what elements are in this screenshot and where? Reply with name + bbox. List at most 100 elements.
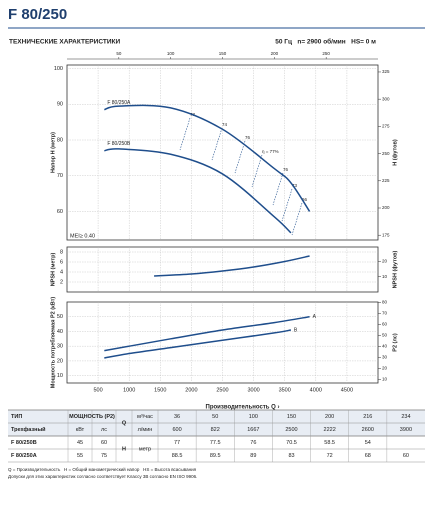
table-cell: 2500 — [285, 427, 297, 433]
y-tick-label: 8 — [60, 249, 63, 255]
table-cell: 2222 — [324, 427, 336, 433]
y-axis-label: Мощность потребляемая P2 (кВт) — [49, 297, 56, 389]
table-cell: F 80/250B — [11, 440, 37, 446]
curve — [104, 104, 311, 212]
efficiency-label: η = 77% — [262, 149, 279, 154]
y-tick-label: 40 — [57, 329, 63, 335]
table-cell: 77.5 — [210, 440, 221, 446]
y2-axis-label: NPSH (футов) — [391, 250, 398, 288]
y-tick-label: 50 — [57, 314, 63, 320]
y2-tick-label: 10 — [382, 377, 388, 382]
table-cell: 54 — [365, 440, 371, 446]
iso-efficiency — [281, 188, 293, 222]
y-axis-label: Напор H (метр) — [50, 132, 56, 173]
x-tick-label: 3000 — [247, 387, 259, 393]
y2-tick-label: 275 — [382, 124, 390, 129]
y2-tick-label: 175 — [382, 232, 390, 237]
x2-tick-label: 100 — [167, 51, 175, 56]
table-cell: 83 — [288, 453, 294, 459]
subtitle: ТЕХНИЧЕСКИЕ ХАРАКТЕРИСТИКИ — [9, 39, 120, 46]
efficiency-label: 76 — [245, 135, 251, 140]
y2-tick-label: 40 — [382, 344, 388, 349]
curve — [104, 329, 292, 359]
note: Допуски для этих характеристик согласно … — [8, 474, 197, 479]
x-tick-label: 4000 — [310, 387, 322, 393]
table-cell: 45 — [77, 440, 83, 446]
y2-tick-label: 325 — [382, 69, 390, 74]
annotation: MEI≥ 0.40 — [70, 233, 95, 239]
x2-tick-label: 50 — [116, 51, 122, 56]
table-header: H — [122, 446, 126, 452]
curve — [104, 148, 292, 234]
table-cell: 70.5 — [286, 440, 297, 446]
x2-tick-label: 250 — [322, 51, 330, 56]
x-tick-label: 4500 — [341, 387, 353, 393]
table-cell: 55 — [77, 453, 83, 459]
table-cell: 76 — [250, 440, 256, 446]
table-cell: 89 — [250, 453, 256, 459]
x-tick-label: 2500 — [216, 387, 228, 393]
iso-efficiency — [251, 154, 263, 188]
table-cell: 89.5 — [210, 453, 221, 459]
y2-tick-label: 225 — [382, 178, 390, 183]
iso-efficiency — [234, 140, 246, 174]
x2-tick-label: 200 — [271, 51, 279, 56]
table-header: м³/час — [137, 414, 153, 420]
table-header: Q — [122, 420, 127, 426]
y2-axis-label: H (футов) — [391, 139, 398, 166]
table-header: Трехфазный — [11, 426, 46, 433]
y-tick-label: 30 — [57, 344, 63, 350]
series-label: A — [313, 314, 317, 320]
conditions: 50 Гц n= 2900 об/мин HS= 0 м — [275, 38, 376, 46]
y-tick-label: 100 — [54, 66, 63, 72]
table-cell: 77 — [174, 440, 180, 446]
y-tick-label: 10 — [57, 373, 63, 379]
table-header: кВт — [76, 427, 85, 433]
iso-efficiency — [179, 117, 191, 151]
x-tick-label: 1500 — [154, 387, 166, 393]
curve — [104, 315, 310, 352]
efficiency-label: 74 — [222, 122, 228, 127]
table-header: лс — [101, 427, 107, 433]
y-tick-label: 2 — [60, 279, 63, 285]
y2-tick-label: 200 — [382, 205, 390, 210]
x-tick-label: 3500 — [279, 387, 291, 393]
iso-efficiency — [291, 202, 303, 236]
x-tick-label: 1000 — [123, 387, 135, 393]
table-cell: 75 — [101, 453, 107, 459]
table-cell: 3900 — [400, 427, 412, 433]
y2-tick-label: 10 — [382, 274, 388, 279]
y-tick-label: 70 — [57, 173, 63, 179]
y2-tick-label: 30 — [382, 355, 388, 360]
iso-efficiency — [272, 172, 284, 206]
x-tick-label: 2000 — [185, 387, 197, 393]
table-cell: 60 — [403, 453, 409, 459]
efficiency-label: 76 — [283, 167, 289, 172]
table-cell: 1667 — [247, 427, 259, 433]
table-cell: 68 — [365, 453, 371, 459]
iso-efficiency — [211, 127, 223, 161]
note: Q = Производительность H = Общий маномет… — [8, 466, 197, 472]
table-cell: F 80/250A — [11, 453, 37, 459]
y2-tick-label: 300 — [382, 96, 390, 101]
table-cell: 72 — [327, 453, 333, 459]
y2-tick-label: 50 — [382, 333, 388, 338]
table-header: л/мин — [138, 427, 153, 433]
x2-tick-label: 150 — [219, 51, 227, 56]
y-tick-label: 6 — [60, 259, 63, 265]
table-cell: 50 — [212, 414, 218, 420]
efficiency-label: 66 — [302, 197, 308, 202]
y-tick-label: 90 — [57, 102, 63, 108]
table-cell: 822 — [211, 427, 220, 433]
table-cell: 60 — [101, 440, 107, 446]
table-cell: 88.5 — [172, 453, 183, 459]
y-tick-label: 4 — [60, 269, 63, 275]
table-cell: 100 — [249, 414, 258, 420]
y2-tick-label: 20 — [382, 366, 388, 371]
curve — [154, 255, 310, 277]
series-label: B — [294, 327, 298, 333]
table-cell: 58.5 — [324, 440, 335, 446]
y2-tick-label: 70 — [382, 311, 388, 316]
